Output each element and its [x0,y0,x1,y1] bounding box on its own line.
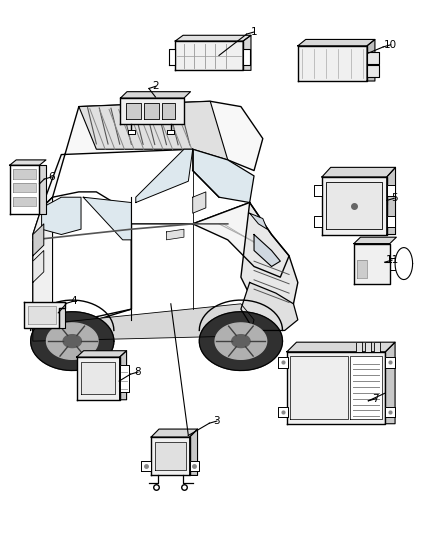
Polygon shape [199,312,283,370]
Polygon shape [42,197,81,235]
Text: 4: 4 [70,296,77,306]
Polygon shape [278,357,288,368]
Text: 1: 1 [251,27,258,37]
Polygon shape [287,352,385,424]
Polygon shape [298,46,367,81]
Polygon shape [374,342,380,352]
Polygon shape [13,183,36,192]
Polygon shape [232,335,250,348]
Polygon shape [42,101,263,208]
Polygon shape [290,356,348,419]
Polygon shape [63,335,81,348]
Polygon shape [33,224,44,256]
Text: 2: 2 [152,82,159,91]
Polygon shape [350,356,382,419]
Polygon shape [120,365,129,392]
Polygon shape [13,197,36,206]
Polygon shape [243,49,250,65]
Polygon shape [28,306,56,324]
Polygon shape [354,237,396,244]
Polygon shape [395,248,413,279]
Polygon shape [326,182,382,229]
Polygon shape [367,65,379,77]
Polygon shape [385,342,395,424]
Polygon shape [151,437,190,475]
Polygon shape [314,216,322,227]
Polygon shape [385,357,395,368]
Polygon shape [367,39,375,81]
Polygon shape [167,130,174,134]
Polygon shape [166,229,184,240]
Polygon shape [356,342,362,352]
Polygon shape [83,197,131,240]
Text: 7: 7 [372,394,379,403]
Polygon shape [10,160,46,165]
Polygon shape [120,98,184,124]
Polygon shape [175,35,251,41]
Polygon shape [120,92,191,98]
Polygon shape [59,308,65,328]
Text: 10: 10 [384,40,397,50]
Polygon shape [79,101,228,160]
Polygon shape [33,251,44,282]
Polygon shape [144,103,159,119]
Polygon shape [162,103,175,119]
Polygon shape [151,429,198,437]
Text: 3: 3 [213,416,220,426]
Polygon shape [190,429,198,475]
Polygon shape [33,203,272,336]
Polygon shape [314,185,322,196]
Polygon shape [136,149,193,203]
Polygon shape [367,52,379,64]
Polygon shape [193,203,289,277]
Polygon shape [155,442,186,470]
Polygon shape [322,177,387,235]
Text: 8: 8 [134,367,141,377]
Polygon shape [385,407,395,417]
Polygon shape [365,342,371,352]
Polygon shape [33,197,53,336]
Polygon shape [24,302,65,328]
Polygon shape [39,165,46,214]
Polygon shape [287,342,395,352]
Polygon shape [193,149,254,203]
Polygon shape [46,323,98,359]
Polygon shape [354,244,390,284]
Polygon shape [387,185,395,196]
Polygon shape [387,167,396,235]
Text: 6: 6 [48,172,55,182]
Polygon shape [120,351,127,400]
Text: 11: 11 [385,255,399,265]
Polygon shape [387,216,395,227]
Polygon shape [243,35,251,70]
Polygon shape [33,304,254,341]
Polygon shape [254,235,280,266]
Polygon shape [175,41,243,70]
Polygon shape [241,282,298,330]
Polygon shape [13,169,36,179]
Text: 5: 5 [391,193,398,203]
Polygon shape [81,362,115,394]
Polygon shape [357,260,367,278]
Polygon shape [215,323,267,359]
Polygon shape [298,39,375,46]
Polygon shape [33,192,131,336]
Polygon shape [141,461,151,471]
Polygon shape [77,357,120,400]
Polygon shape [193,192,206,213]
Polygon shape [31,312,114,370]
Polygon shape [128,130,135,134]
Polygon shape [241,203,298,320]
Polygon shape [278,407,288,417]
Polygon shape [250,213,267,229]
Polygon shape [126,103,141,119]
Polygon shape [77,351,127,357]
Polygon shape [10,165,39,214]
Polygon shape [169,49,175,65]
Polygon shape [322,167,396,177]
Polygon shape [190,461,199,471]
